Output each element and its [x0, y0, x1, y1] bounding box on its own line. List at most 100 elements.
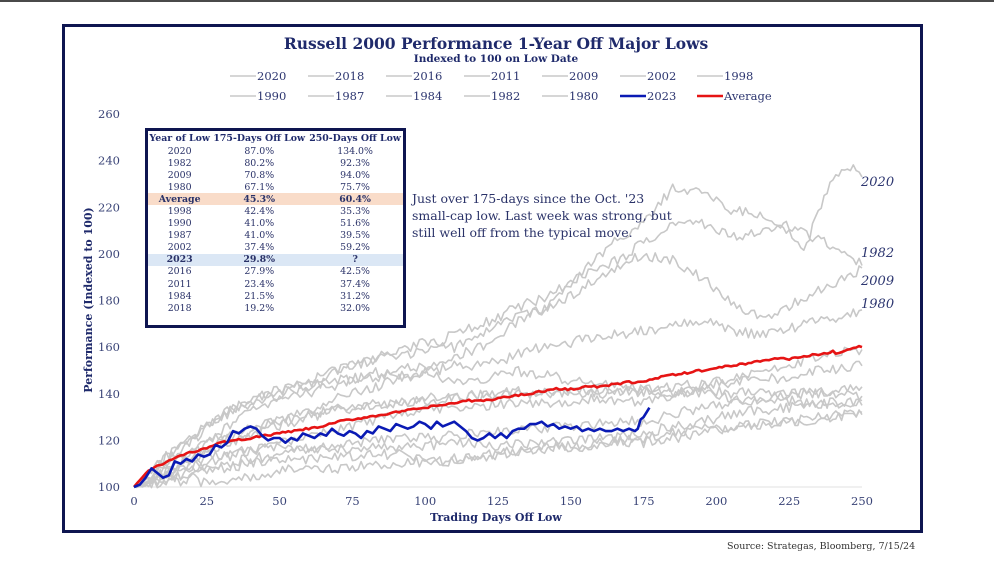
cell-175: 29.8%	[211, 253, 308, 266]
cell-175: 27.9%	[244, 266, 275, 278]
table-row: 2016 27.9% 42.5%	[148, 266, 403, 278]
cell-175: 19.2%	[244, 302, 275, 314]
cell-175: 21.5%	[244, 290, 275, 302]
source-note: Source: Strategas, Bloomberg, 7/15/24	[727, 541, 916, 552]
series-line-1984	[133, 409, 863, 488]
cell-250: 92.3%	[340, 157, 370, 169]
legend-item-2023: 2023	[620, 89, 676, 103]
cell-250: ?	[307, 253, 403, 266]
cell-year: 1990	[167, 218, 192, 230]
series-line-2011	[133, 397, 863, 488]
legend-label: 2016	[413, 69, 442, 83]
header-175: 175-Days Off Low	[213, 133, 306, 144]
table-row: Average 45.3% 60.4%	[148, 193, 403, 206]
table-row: 2009 70.8% 94.0%	[148, 169, 403, 181]
legend-label: 2018	[335, 69, 364, 83]
cell-250: 35.3%	[340, 206, 370, 218]
cell-175: 80.2%	[244, 157, 275, 169]
cell-year: 2018	[167, 302, 192, 314]
legend-label: 2023	[647, 89, 676, 103]
legend-item-2009: 2009	[542, 69, 598, 83]
cell-year: 2016	[167, 266, 192, 278]
series-lines	[132, 164, 863, 489]
x-tick-label: 125	[487, 494, 509, 508]
x-tick-label: 75	[345, 494, 360, 508]
cell-250: 94.0%	[340, 169, 370, 181]
legend-item-1980: 1980	[542, 89, 598, 103]
legend-label: 1980	[569, 89, 598, 103]
cell-year: 2009	[167, 169, 192, 181]
cell-250: 42.5%	[340, 266, 370, 278]
table-row: 2018 19.2% 32.0%	[148, 302, 403, 314]
legend-label: 2020	[257, 69, 286, 83]
end-labels: 2020 1982 2009 1980	[860, 175, 894, 312]
end-label-1980: 1980	[861, 297, 894, 312]
annotation-line: still well off from the typical move.	[412, 225, 633, 240]
cell-year: 1987	[167, 230, 192, 242]
table-header-row: Year of Low 175-Days Off Low 250-Days Of…	[148, 131, 403, 145]
end-label-2020: 2020	[860, 175, 894, 190]
legend-item-1990: 1990	[230, 89, 286, 103]
cell-175: 70.8%	[244, 169, 275, 181]
legend-item-2011: 2011	[464, 69, 520, 83]
x-tick-label: 0	[130, 494, 137, 508]
table-row: 2002 37.4% 59.2%	[148, 242, 403, 254]
table-row: 1998 42.4% 35.3%	[148, 205, 403, 217]
legend-item-1984: 1984	[386, 89, 442, 103]
table-row: 1982 80.2% 92.3%	[148, 157, 403, 169]
legend-label: 1987	[335, 89, 364, 103]
cell-250: 51.6%	[340, 218, 370, 230]
cell-250: 75.7%	[340, 181, 370, 193]
header-year: Year of Low	[149, 133, 210, 144]
cell-250: 37.4%	[340, 278, 370, 290]
end-label-1982: 1982	[861, 246, 894, 261]
cell-year: 1982	[167, 157, 192, 169]
table-row: 2023 29.8%?	[148, 253, 403, 266]
cell-year: 1984	[167, 290, 192, 302]
legend-item-1987: 1987	[308, 89, 364, 103]
legend-item-1982: 1982	[464, 89, 520, 103]
x-tick-label: 175	[633, 494, 655, 508]
cell-175: 37.4%	[244, 242, 275, 254]
summary-table-box: Year of Low 175-Days Off Low 250-Days Of…	[145, 128, 406, 328]
legend-label: 1998	[724, 69, 753, 83]
header-250: 250-Days Off Low	[309, 133, 401, 144]
table-row: 2011 23.4% 37.4%	[148, 278, 403, 290]
y-tick-label: 180	[98, 294, 120, 308]
y-tick-label: 140	[98, 387, 120, 401]
legend-label: 1982	[491, 89, 520, 103]
cell-175: 87.0%	[244, 145, 275, 157]
end-label-2009: 2009	[860, 274, 894, 289]
y-tick-label: 120	[98, 433, 120, 447]
cell-175: 41.0%	[244, 218, 275, 230]
legend-label: 2009	[569, 69, 598, 83]
table-row: 1987 41.0% 39.5%	[148, 230, 403, 242]
cell-year: Average	[148, 193, 212, 206]
series-line-2002	[133, 346, 863, 488]
series-line-1982	[133, 218, 863, 488]
cell-250: 32.0%	[340, 302, 370, 314]
annotation-line: small-cap low. Last week was strong, but	[412, 208, 672, 223]
x-tick-label: 25	[199, 494, 214, 508]
cell-175: 42.4%	[244, 206, 275, 218]
series-line-2020	[133, 164, 863, 488]
cell-year: 1980	[167, 181, 192, 193]
cell-175: 45.3%	[211, 193, 308, 206]
y-tick-label: 160	[98, 340, 120, 354]
legend-label: Average	[723, 89, 772, 103]
table-row: 1980 67.1% 75.7%	[148, 181, 403, 193]
x-axis-ticks: 0 25 50 75 100 125 150 175 200 225 250	[130, 494, 873, 508]
cell-year: 2023	[148, 253, 212, 266]
legend-item-2018: 2018	[308, 69, 364, 83]
top-border	[0, 0, 994, 2]
x-tick-label: 50	[272, 494, 287, 508]
x-tick-label: 200	[705, 494, 727, 508]
cell-250: 39.5%	[340, 230, 370, 242]
y-tick-label: 220	[98, 200, 120, 214]
table-row: 1984 21.5% 31.2%	[148, 290, 403, 302]
y-tick-label: 200	[98, 247, 120, 261]
legend-item-2016: 2016	[386, 69, 442, 83]
cell-year: 2002	[167, 242, 192, 254]
y-tick-label: 260	[98, 107, 120, 121]
table-row: 1990 41.0% 51.6%	[148, 218, 403, 230]
